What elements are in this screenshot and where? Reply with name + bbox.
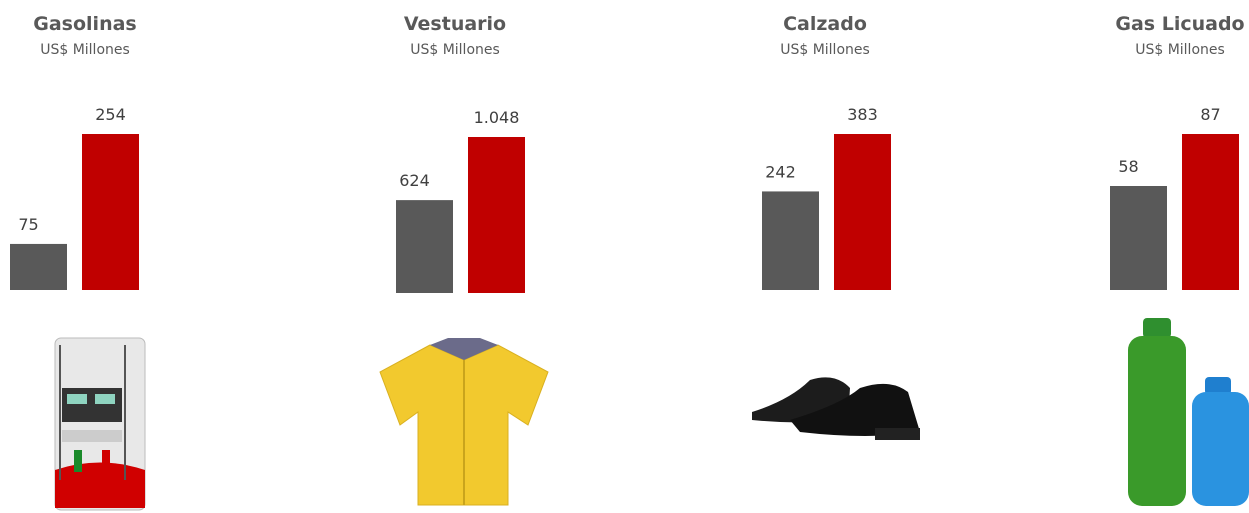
chart-subtitle: US$ Millones	[1135, 42, 1225, 58]
bar	[468, 137, 525, 293]
value-label: 75	[18, 215, 38, 234]
value-label: 87	[1200, 105, 1220, 124]
value-label: 242	[765, 162, 796, 181]
gas-tanks-icon	[1128, 318, 1249, 506]
value-label: 383	[847, 105, 878, 124]
chart-title: Gas Licuado	[1115, 13, 1244, 35]
shirt-icon	[379, 338, 549, 506]
bar	[82, 134, 139, 290]
chart-subtitle: US$ Millones	[40, 42, 130, 58]
bar	[834, 134, 891, 290]
chart-subtitle: US$ Millones	[410, 42, 500, 58]
value-label: 624	[399, 171, 430, 190]
value-label: 254	[95, 105, 126, 124]
bar	[762, 191, 819, 290]
bar	[1182, 134, 1239, 290]
chart-title: Gasolinas	[33, 13, 136, 35]
fuel-pump-icon	[54, 337, 146, 511]
bar	[10, 243, 67, 290]
value-label: 1.048	[474, 108, 520, 127]
bar	[396, 200, 453, 293]
bar	[1110, 186, 1167, 290]
value-label: 58	[1118, 157, 1138, 176]
shoes-icon	[752, 377, 920, 440]
chart-title: Calzado	[783, 13, 867, 35]
chart-subtitle: US$ Millones	[780, 42, 870, 58]
chart-title: Vestuario	[404, 13, 506, 35]
